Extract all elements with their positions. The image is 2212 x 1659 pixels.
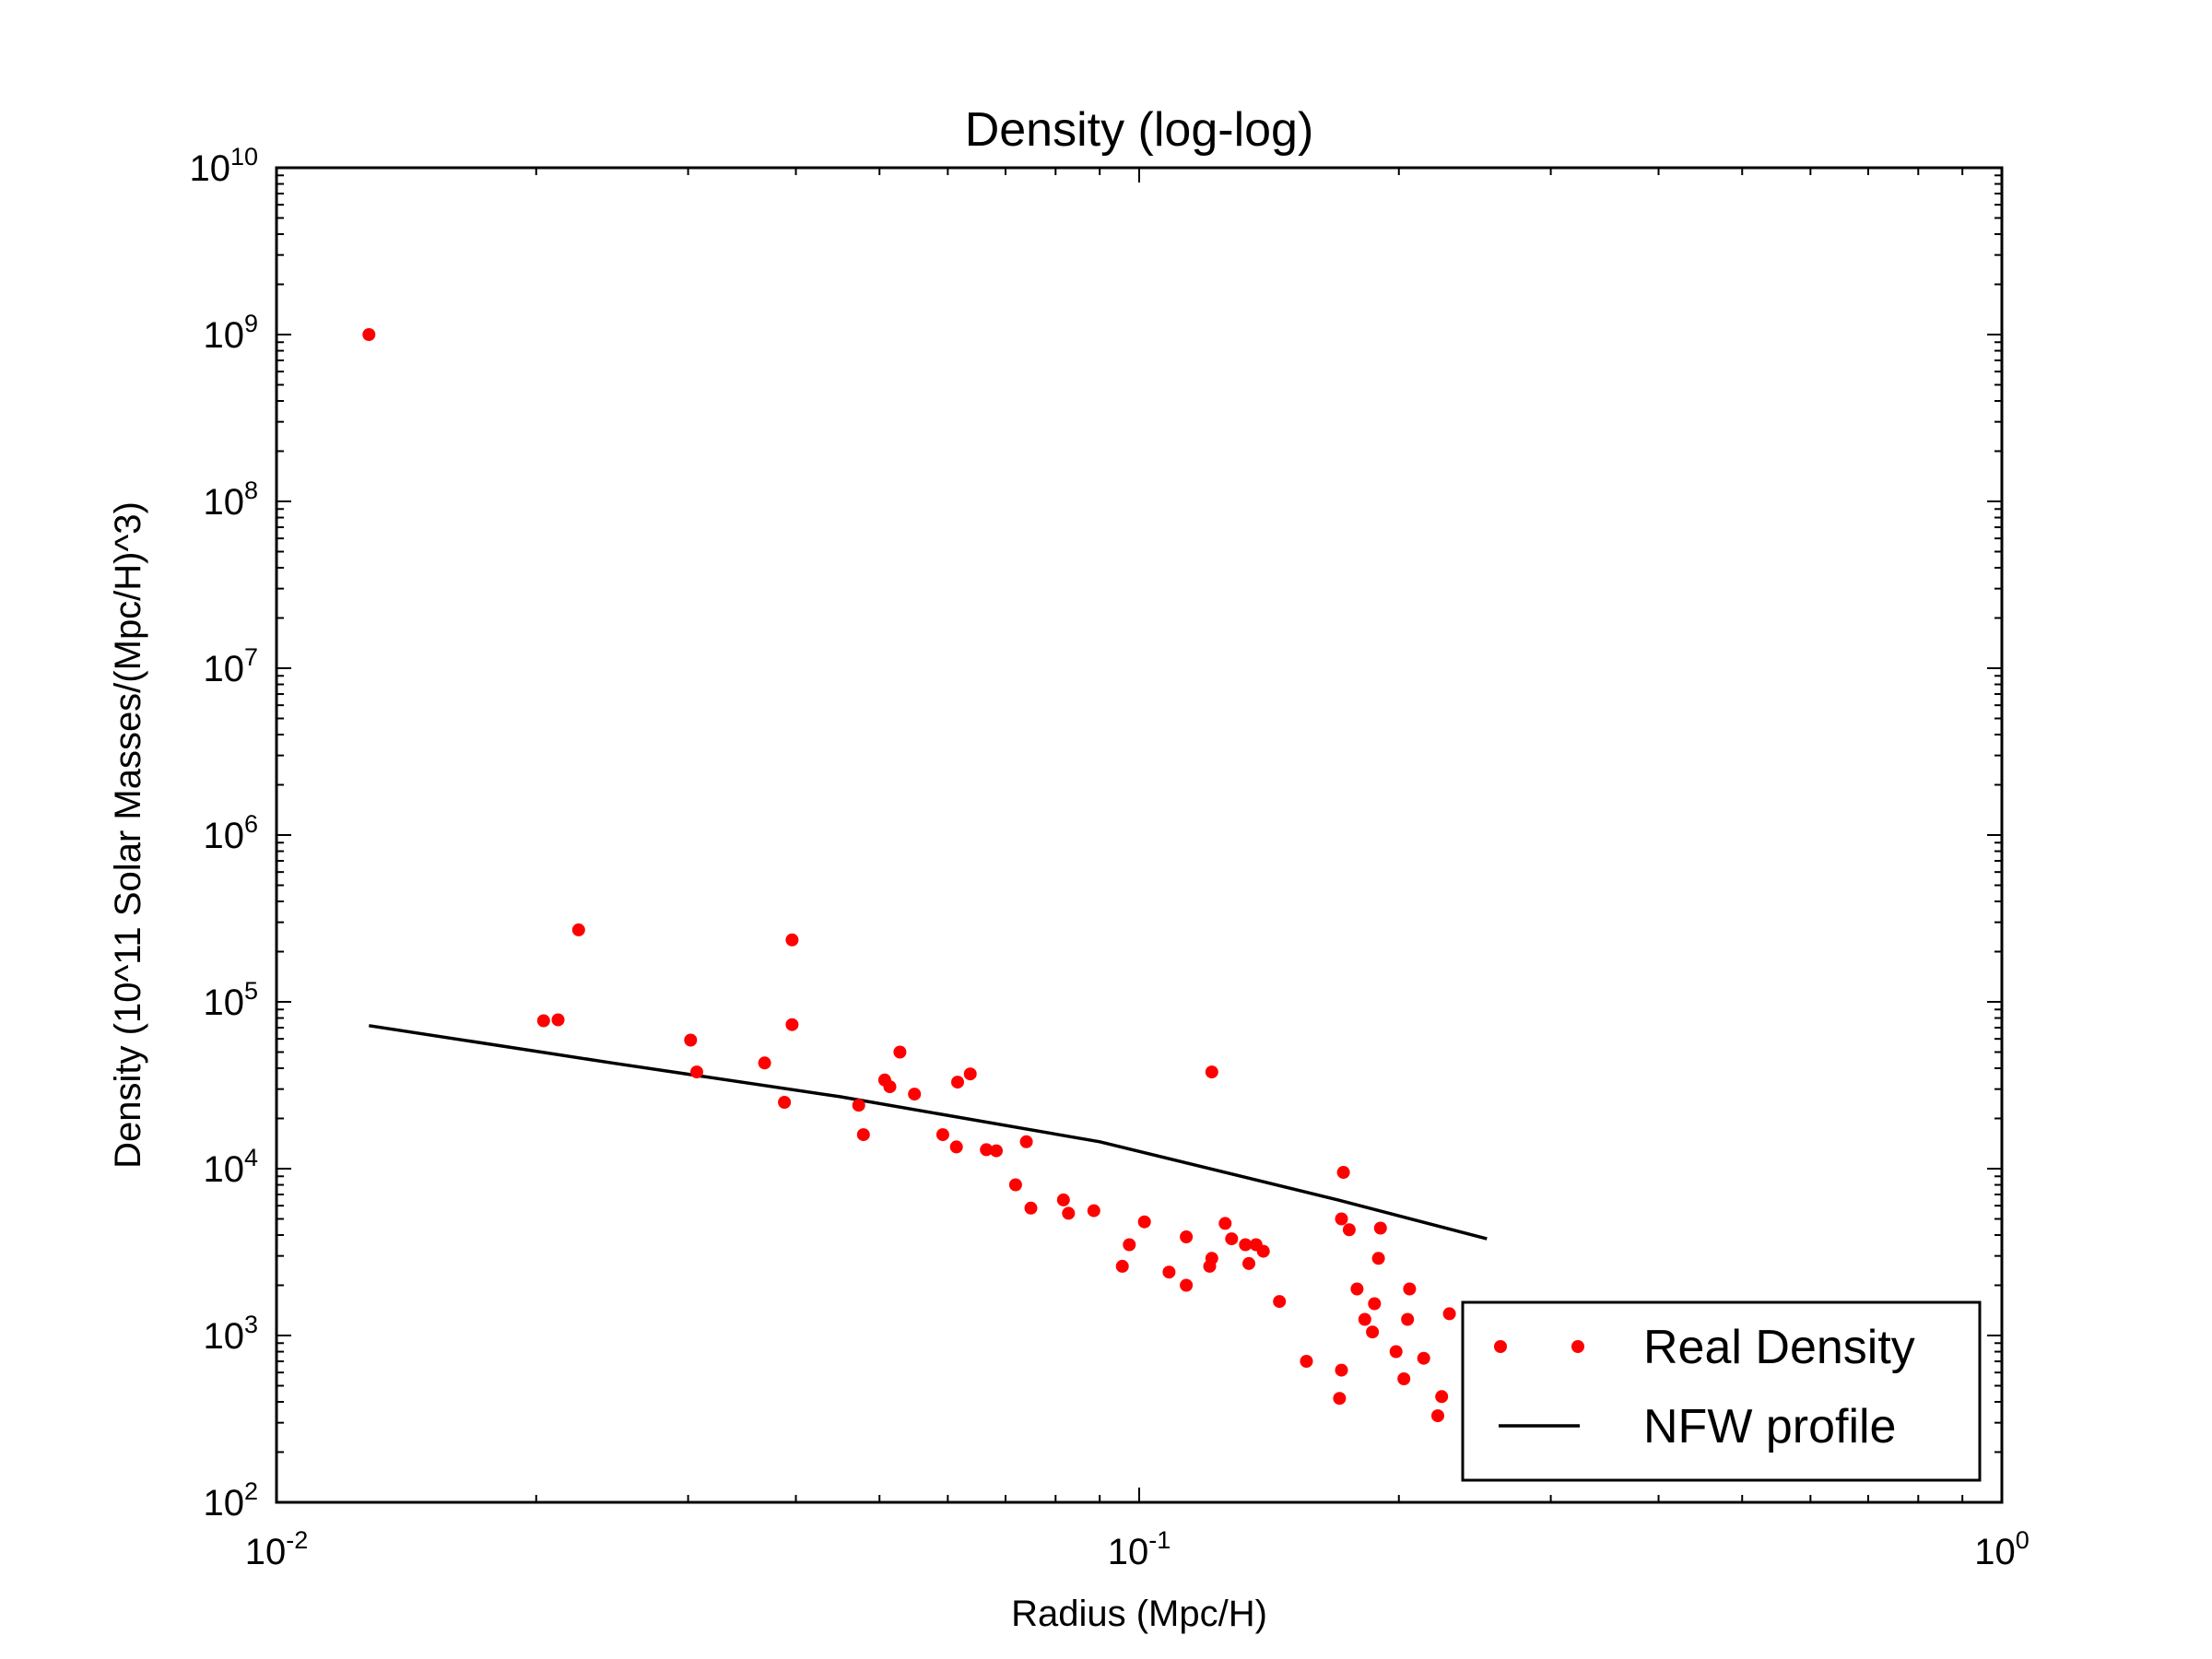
data-point [1335, 1363, 1348, 1377]
data-point [1373, 1221, 1387, 1235]
legend-marker-real-density [1571, 1340, 1584, 1353]
data-point [1062, 1206, 1076, 1220]
y-tick-label: 104 [203, 1144, 258, 1190]
y-tick-label: 102 [203, 1477, 258, 1524]
data-point [1435, 1390, 1449, 1404]
data-point [1431, 1409, 1444, 1423]
data-point [883, 1080, 897, 1094]
data-point [1218, 1217, 1232, 1230]
data-point [1225, 1232, 1239, 1246]
data-point [1336, 1166, 1350, 1179]
data-point [1162, 1265, 1176, 1279]
data-point [1300, 1355, 1313, 1368]
data-point [1123, 1238, 1136, 1252]
data-point [1019, 1135, 1033, 1148]
data-point [1205, 1065, 1218, 1079]
data-point [778, 1096, 792, 1109]
legend: Real Density NFW profile [1461, 1300, 1982, 1482]
data-point [949, 1140, 963, 1154]
y-tick-label: 105 [203, 977, 258, 1023]
y-tick-label: 107 [203, 643, 258, 689]
data-point [1008, 1178, 1022, 1192]
x-axis-label: Radius (Mpc/H) [1011, 1594, 1267, 1634]
data-point [362, 328, 376, 341]
y-tick-label: 108 [203, 477, 258, 523]
x-tick-label: 10-1 [1108, 1526, 1171, 1572]
data-point [1403, 1282, 1417, 1296]
data-point [852, 1099, 865, 1112]
data-point [1137, 1215, 1151, 1229]
data-point [785, 933, 799, 947]
data-point [571, 923, 585, 936]
x-axis: 10-2 10-1 100 [245, 168, 2030, 1572]
data-point [785, 1018, 799, 1031]
data-point [980, 1143, 994, 1157]
y-tick-label: 106 [203, 810, 258, 856]
data-point [1417, 1351, 1430, 1365]
y-tick-label: 109 [203, 310, 258, 356]
data-point [1389, 1345, 1403, 1359]
data-point [893, 1045, 907, 1059]
data-point [1256, 1244, 1270, 1258]
y-axis-label: Density (10^11 Solar Masses/(Mpc/H)^3) [108, 501, 148, 1169]
data-point [1371, 1252, 1385, 1265]
data-point [951, 1076, 964, 1089]
data-point [551, 1013, 565, 1027]
data-point [758, 1056, 771, 1070]
data-point [1115, 1259, 1129, 1273]
data-point [1180, 1230, 1194, 1243]
data-point [1024, 1201, 1038, 1215]
data-point [963, 1067, 977, 1081]
chart-title: Density (log-log) [965, 103, 1314, 157]
x-tick-label: 100 [1974, 1526, 2030, 1572]
data-point [1442, 1307, 1456, 1321]
data-point [690, 1065, 703, 1079]
data-point [1180, 1278, 1194, 1292]
data-point [908, 1088, 922, 1101]
legend-box [1461, 1300, 1982, 1482]
data-point [1333, 1392, 1347, 1406]
data-point [536, 1014, 550, 1028]
data-point [1397, 1372, 1411, 1385]
data-point [1087, 1204, 1100, 1218]
data-point [1358, 1312, 1371, 1326]
y-axis: 102 103 104 105 106 107 108 109 1010 [189, 143, 2002, 1524]
data-point [1239, 1238, 1253, 1252]
nfw-profile-line [369, 1024, 1488, 1241]
data-point [1242, 1256, 1255, 1270]
data-point [1368, 1297, 1382, 1311]
data-point [1342, 1223, 1356, 1237]
data-point [684, 1033, 698, 1047]
data-point [856, 1128, 870, 1142]
data-point [990, 1144, 1003, 1158]
data-point [1401, 1312, 1415, 1326]
data-point [1056, 1193, 1070, 1206]
data-point [1205, 1252, 1218, 1265]
legend-marker-real-density [1494, 1340, 1507, 1353]
data-point [1335, 1212, 1348, 1226]
y-tick-label: 103 [203, 1311, 258, 1357]
data-point [1273, 1295, 1287, 1309]
x-tick-label: 10-2 [245, 1526, 309, 1572]
legend-label-nfw-profile: NFW profile [1643, 1400, 1896, 1453]
y-tick-label: 1010 [189, 143, 258, 189]
data-point [935, 1128, 949, 1142]
data-point [1350, 1282, 1364, 1296]
data-point [1366, 1325, 1380, 1339]
legend-label-real-density: Real Density [1643, 1321, 1915, 1374]
